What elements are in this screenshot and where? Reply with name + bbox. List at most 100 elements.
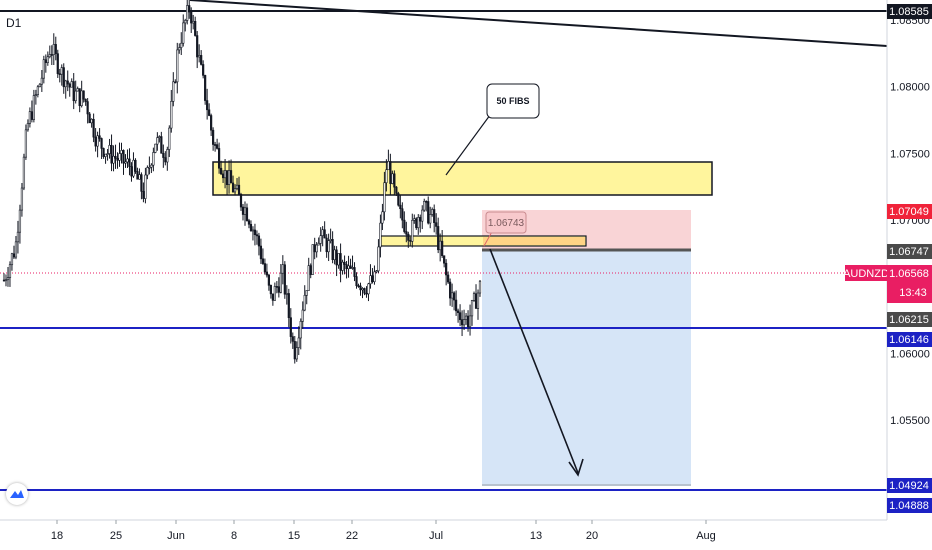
candle-body bbox=[219, 167, 223, 175]
candle-body bbox=[371, 275, 374, 283]
candle-body bbox=[227, 170, 231, 186]
candle-body bbox=[289, 317, 292, 337]
candle-body bbox=[417, 217, 420, 229]
candle-body bbox=[439, 240, 442, 251]
candle-body bbox=[132, 159, 135, 177]
candle-body bbox=[100, 138, 103, 149]
candle-body bbox=[255, 234, 259, 237]
candle-body bbox=[2, 279, 6, 282]
candle-body bbox=[453, 292, 456, 301]
candlestick-series bbox=[2, 0, 482, 364]
candle-body bbox=[148, 166, 151, 169]
callout-box[interactable] bbox=[486, 83, 540, 119]
price-axis[interactable] bbox=[887, 0, 932, 520]
candle-body bbox=[8, 264, 12, 278]
candle-body bbox=[466, 315, 470, 328]
candle-body bbox=[239, 194, 243, 208]
candle-body bbox=[263, 263, 267, 273]
candle-body bbox=[4, 279, 8, 282]
interval-label[interactable]: D1 bbox=[6, 16, 22, 30]
candle-body bbox=[456, 310, 460, 313]
entry-label: 1.06743 bbox=[488, 218, 525, 229]
candle-body bbox=[10, 253, 14, 266]
candle-body bbox=[18, 209, 22, 233]
price-tick-label: 1.07500 bbox=[890, 148, 930, 160]
tradingview-logo[interactable] bbox=[6, 483, 28, 505]
candle-body bbox=[22, 156, 26, 189]
candle-body bbox=[196, 35, 199, 58]
countdown-label: 13:43 bbox=[899, 287, 927, 299]
candle-body bbox=[176, 49, 179, 83]
candle-body bbox=[98, 135, 101, 139]
candle-body bbox=[279, 272, 282, 293]
candle-body bbox=[437, 226, 440, 251]
candle-body bbox=[267, 274, 270, 286]
candle-body bbox=[122, 150, 125, 164]
candle-body bbox=[363, 288, 366, 294]
candle-body bbox=[341, 261, 344, 271]
candle-body bbox=[42, 59, 45, 79]
candle-body bbox=[319, 235, 322, 244]
price-tick-label: 1.06000 bbox=[890, 348, 930, 360]
date-tick-label: 20 bbox=[586, 530, 598, 542]
candle-body bbox=[30, 111, 33, 120]
candle-body bbox=[104, 153, 107, 157]
candle-body bbox=[355, 276, 358, 286]
candle-body bbox=[62, 67, 65, 88]
candle-body bbox=[152, 152, 155, 166]
candle-body bbox=[251, 229, 255, 232]
candle-body bbox=[80, 90, 83, 107]
date-tick-label: 8 bbox=[231, 530, 237, 542]
candle-body bbox=[433, 209, 436, 223]
candle-body bbox=[6, 277, 10, 281]
candle-body bbox=[190, 11, 193, 24]
candle-body bbox=[337, 253, 340, 266]
candle-body bbox=[247, 220, 251, 225]
fib-zone-upper[interactable] bbox=[212, 161, 713, 196]
candle-body bbox=[241, 206, 245, 215]
tag-gray bbox=[887, 244, 932, 259]
trendline[interactable] bbox=[189, 0, 888, 47]
candle-body bbox=[225, 170, 229, 186]
price-tick-label: 1.05500 bbox=[890, 415, 930, 427]
candle-body bbox=[182, 22, 185, 44]
candle-body bbox=[369, 275, 372, 285]
candle-body bbox=[138, 174, 141, 180]
tag-blue-bottom2-label: 1.04888 bbox=[889, 500, 929, 512]
candle-body bbox=[216, 144, 219, 149]
candle-body bbox=[447, 274, 450, 283]
candle-body bbox=[273, 286, 276, 301]
candle-body bbox=[84, 98, 87, 102]
date-tick-label: 25 bbox=[110, 530, 122, 542]
candle-body bbox=[323, 229, 326, 239]
candle-body bbox=[249, 223, 253, 231]
candle-body bbox=[401, 208, 404, 221]
time-axis[interactable] bbox=[0, 520, 932, 550]
candle-body bbox=[405, 231, 408, 235]
date-tick-label: 13 bbox=[530, 530, 542, 542]
candle-body bbox=[229, 170, 233, 184]
date-tick-label: Jun bbox=[167, 530, 185, 542]
candle-body bbox=[76, 88, 79, 92]
candle-body bbox=[281, 264, 284, 274]
candle-body bbox=[237, 184, 241, 195]
candle-body bbox=[26, 123, 29, 131]
candle-body bbox=[423, 201, 426, 211]
candle-body bbox=[464, 315, 468, 320]
candle-body bbox=[385, 169, 388, 184]
entry-zone-highlight bbox=[483, 237, 585, 245]
candle-body bbox=[443, 255, 446, 264]
candle-body bbox=[186, 5, 189, 21]
candle-body bbox=[409, 240, 412, 242]
candle-body bbox=[233, 188, 237, 193]
forecast-arrowhead bbox=[568, 458, 584, 477]
candle-body bbox=[106, 153, 109, 155]
candle-body bbox=[455, 299, 458, 312]
candle-body bbox=[303, 294, 306, 311]
candle-body bbox=[24, 129, 28, 158]
candle-body bbox=[68, 83, 71, 88]
take-profit-zone[interactable] bbox=[482, 251, 691, 486]
entry-label-box[interactable] bbox=[485, 211, 527, 234]
candle-body bbox=[275, 286, 278, 288]
